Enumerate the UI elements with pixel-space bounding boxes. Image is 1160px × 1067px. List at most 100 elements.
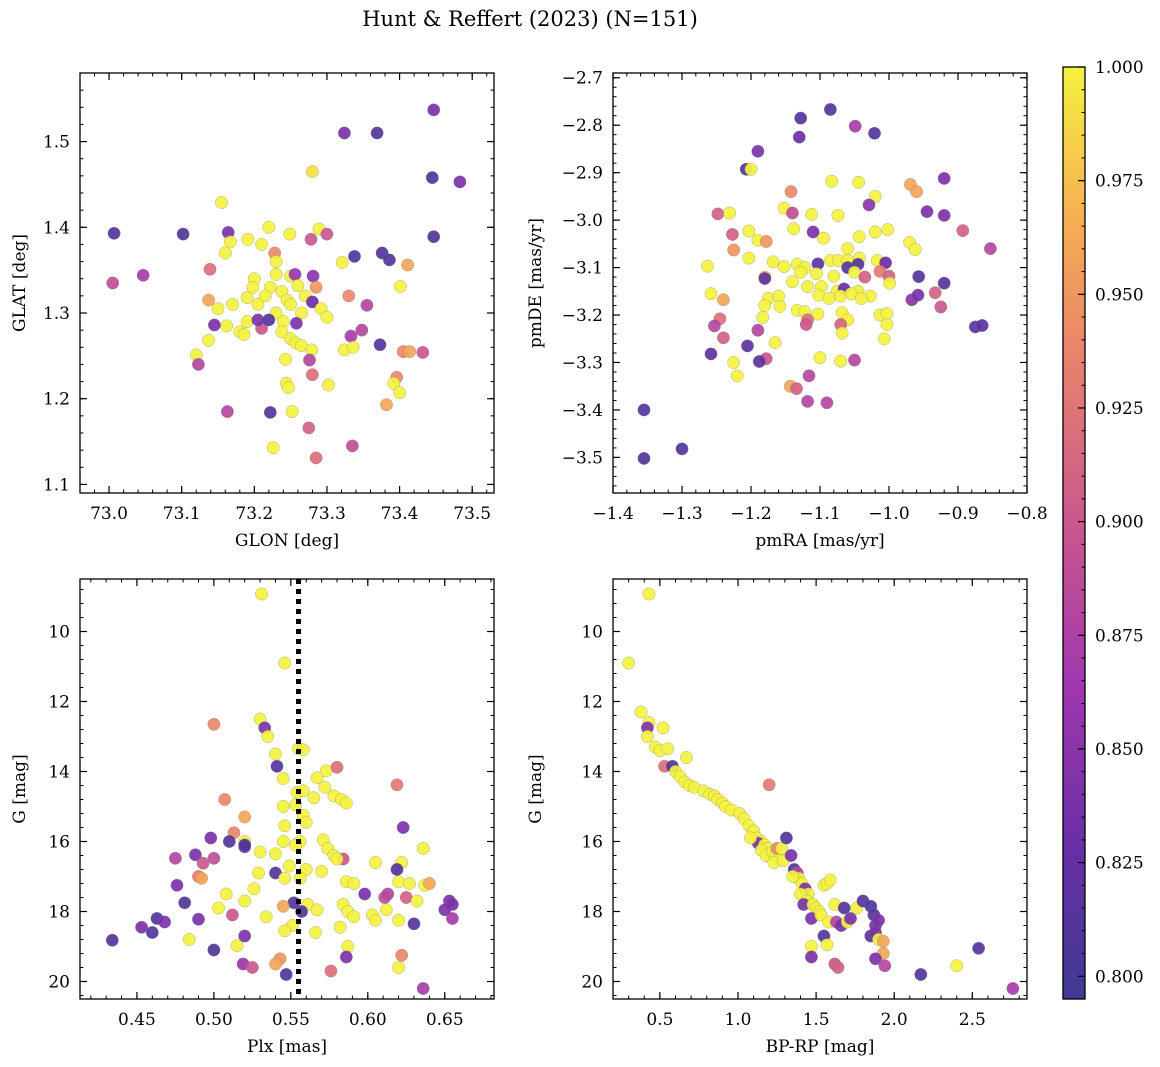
data-point: [247, 882, 261, 896]
data-point: [305, 165, 319, 179]
data-point: [330, 852, 344, 866]
x-tick-label: 1.0: [724, 1010, 751, 1030]
data-point: [794, 111, 808, 125]
data-point: [741, 339, 754, 353]
data-point: [759, 235, 773, 248]
data-point: [868, 225, 882, 239]
colorbar-tick-label: 0.850: [1095, 740, 1144, 760]
x-tick-label: −1.4: [592, 504, 633, 524]
data-point: [438, 903, 452, 917]
colorbar-tick-label: 0.900: [1095, 513, 1144, 533]
data-point: [289, 316, 303, 330]
data-point: [283, 227, 297, 241]
data-point: [320, 310, 334, 324]
data-point: [820, 396, 834, 410]
y-tick-label: −2.9: [562, 164, 603, 184]
data-point: [379, 903, 393, 917]
data-point: [393, 279, 407, 293]
colorbar-tick-label: 0.800: [1095, 967, 1144, 987]
data-point: [218, 246, 232, 260]
data-point: [403, 345, 417, 359]
data-point: [252, 866, 265, 880]
data-point: [834, 354, 848, 368]
panel-glon-glat: 73.0 73.1 73.2 73.3 73.4 73.5 1.1 1.2 1.3 1.4 1.5 G…: [10, 72, 495, 551]
data-point: [145, 926, 159, 939]
data-point: [305, 295, 319, 309]
data-point: [758, 299, 772, 312]
data-point: [862, 198, 876, 212]
data-point: [831, 208, 845, 222]
y-tick-label: −3.2: [562, 306, 603, 326]
colorbar-tick-label: 1.000: [1095, 58, 1144, 78]
y-tick-label: −3.0: [562, 211, 603, 231]
data-point: [716, 331, 730, 345]
data-point: [321, 378, 335, 392]
data-point: [701, 259, 714, 273]
y-tick-label: 12: [581, 693, 603, 713]
x-tick-label: 0.50: [195, 1010, 233, 1030]
data-point: [727, 356, 741, 369]
data-point: [785, 206, 799, 220]
x-tick-label: −1.3: [661, 504, 702, 524]
y-tick-label: 10: [581, 623, 603, 643]
y-tick-label: 14: [48, 763, 70, 783]
data-point: [369, 856, 382, 869]
x-tick-label: 0.45: [118, 1010, 156, 1030]
data-point: [380, 398, 393, 412]
data-point: [661, 742, 675, 756]
data-point: [679, 751, 693, 764]
data-point: [345, 439, 359, 453]
data-point: [858, 270, 872, 284]
x-tick-label: 2.5: [959, 1010, 986, 1030]
colorbar-tick-label: 0.875: [1095, 626, 1144, 646]
data-point: [304, 232, 318, 246]
data-point: [279, 968, 293, 981]
data-point: [315, 864, 329, 878]
data-point: [370, 126, 384, 140]
data-point: [207, 943, 221, 957]
y-tick-label: −2.8: [562, 116, 603, 136]
data-point: [282, 859, 296, 873]
data-point: [823, 873, 837, 887]
data-point: [752, 355, 766, 368]
figure-title: Hunt & Reffert (2023) (N=151): [362, 7, 698, 31]
data-point: [275, 325, 289, 339]
data-point: [756, 310, 770, 324]
scatter-points: [637, 103, 997, 465]
data-point: [237, 327, 251, 341]
y-tick-label: 1.3: [43, 304, 70, 324]
x-axis-label: pmRA [mas/yr]: [755, 531, 884, 551]
data-point: [168, 851, 182, 865]
data-point: [402, 877, 416, 890]
x-tick-label: 2.0: [881, 1010, 908, 1030]
data-point: [656, 721, 670, 735]
colorbar-tick-label: 0.950: [1095, 285, 1144, 305]
colorbar-tick-label: 0.925: [1095, 399, 1144, 419]
y-tick-label: −2.7: [562, 69, 603, 89]
data-point: [220, 319, 234, 333]
y-tick-label: 16: [581, 833, 603, 853]
data-point: [762, 778, 776, 792]
data-point: [245, 961, 259, 974]
data-point: [310, 771, 324, 785]
data-point: [203, 262, 217, 276]
data-point: [309, 280, 323, 294]
data-point: [204, 831, 218, 845]
data-point: [347, 877, 361, 890]
data-point: [202, 293, 216, 307]
data-point: [270, 759, 284, 773]
data-point: [883, 276, 897, 290]
data-point: [707, 319, 721, 333]
data-point: [742, 224, 756, 238]
data-point: [622, 656, 636, 670]
x-tick-label: 73.2: [235, 504, 273, 524]
data-point: [848, 353, 861, 367]
data-point: [445, 912, 459, 925]
data-point: [202, 333, 216, 347]
data-point: [937, 276, 951, 290]
data-point: [269, 957, 282, 971]
data-point: [704, 347, 718, 361]
data-point: [425, 171, 439, 185]
data-point: [309, 926, 322, 939]
data-point: [106, 276, 120, 290]
